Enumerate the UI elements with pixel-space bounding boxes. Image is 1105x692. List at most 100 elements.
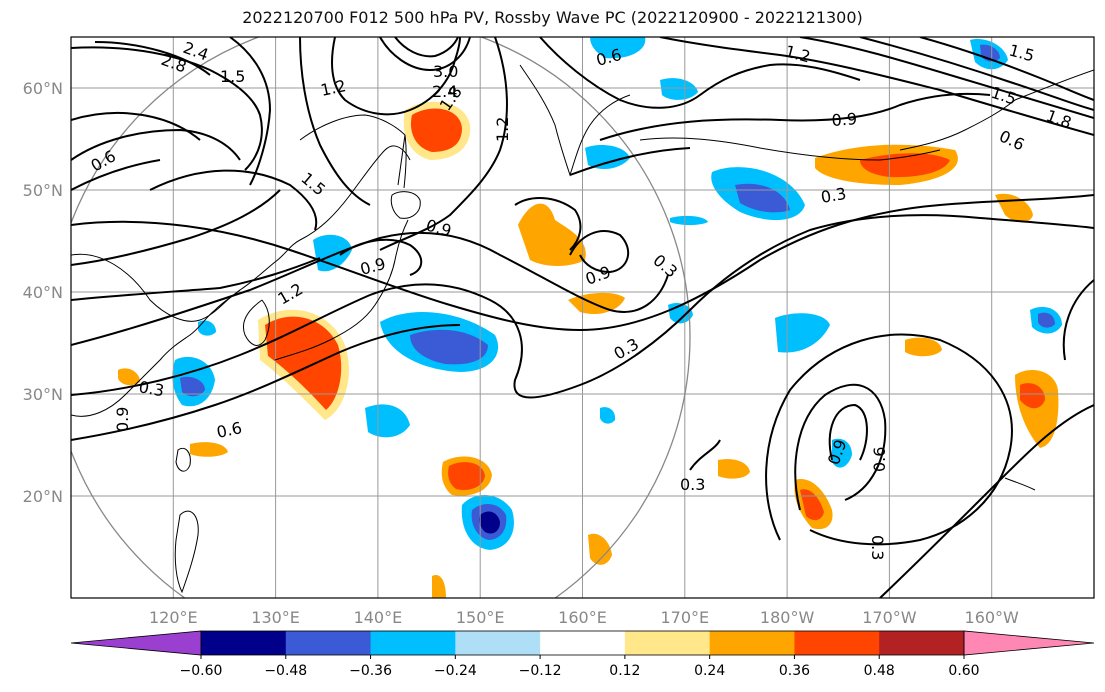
gridlines — [71, 37, 1094, 598]
pv-contour — [71, 159, 161, 191]
colorbar-extend-high — [963, 630, 1095, 656]
pv-contour — [331, 37, 461, 116]
colorbar-level-label: 0.12 — [609, 663, 640, 679]
pv-contour — [379, 37, 471, 72]
pv-contour — [339, 238, 423, 276]
coastlines — [71, 64, 1094, 594]
coastline-aleutians — [639, 137, 941, 161]
colorbar-frame — [200, 630, 965, 656]
contour-label: 0.3 — [680, 475, 705, 494]
coastline-taiwan — [175, 447, 191, 472]
coastline-philippines — [174, 510, 199, 594]
negative-anomaly — [313, 234, 352, 272]
map-frame — [70, 36, 1095, 599]
latitude-labels: 60°N 50°N 40°N 30°N 20°N — [23, 79, 63, 506]
coastline-alaska — [899, 69, 1094, 151]
negative-anomaly — [585, 145, 630, 170]
colorbar-level-label: −0.48 — [264, 663, 307, 679]
pv-contour — [299, 37, 371, 206]
contour-label: 1.5 — [1007, 41, 1037, 66]
coastline-hokkaido — [390, 191, 421, 219]
negative-anomaly — [775, 313, 830, 353]
pv-contour — [71, 324, 461, 441]
contour-label: 0.6 — [870, 447, 889, 472]
contour-label: 0.6 — [996, 126, 1027, 154]
pv-contour — [71, 128, 241, 161]
positive-anomaly — [1015, 370, 1059, 448]
lon-tick-label: 160°W — [965, 608, 1020, 627]
positive-anomaly — [800, 489, 824, 521]
positive-anomaly — [718, 459, 750, 479]
pv-contour — [689, 439, 721, 471]
contour-label: 1.2 — [319, 76, 348, 100]
lon-tick-label: 180°W — [760, 608, 815, 627]
lon-tick-label: 140°E — [354, 608, 403, 627]
negative-anomaly — [198, 320, 216, 336]
contour-label: 1.5 — [220, 67, 245, 86]
coastline-east-asia — [71, 145, 411, 322]
colorbar-segment — [201, 631, 287, 655]
pv-contour — [599, 92, 991, 141]
lon-tick-label: 170°E — [660, 608, 709, 627]
pv-contour — [71, 257, 321, 301]
positive-anomaly — [518, 203, 586, 266]
colorbar-level-label: −0.36 — [349, 663, 392, 679]
lat-tick-label: 50°N — [23, 181, 63, 200]
colorbar-level-label: 0.60 — [948, 663, 979, 679]
contour-label: 0.9 — [424, 216, 454, 241]
contour-label: 1.2 — [493, 117, 512, 142]
positive-anomaly — [1020, 383, 1045, 409]
contour-label: 0.3 — [868, 535, 887, 560]
contour-label: 1.5 — [989, 83, 1019, 109]
positive-anomaly — [905, 337, 942, 357]
coastline-china — [71, 289, 241, 417]
pv-contour — [149, 169, 318, 231]
lon-tick-label: 130°E — [251, 608, 300, 627]
contour-label: 0.9 — [358, 254, 388, 279]
negative-anomaly — [180, 376, 205, 397]
pv-contour — [879, 404, 1094, 598]
contour-label: 0.3 — [819, 184, 847, 207]
contour-label: 0.9 — [831, 109, 858, 130]
colorbar-segment — [624, 631, 711, 655]
pv-contour — [71, 46, 263, 171]
contour-label: 0.3 — [611, 334, 643, 363]
colorbar-level-label: 0.36 — [779, 663, 810, 679]
pv-contour — [394, 37, 459, 58]
pv-contour — [799, 37, 1094, 119]
negative-anomaly — [1038, 312, 1055, 328]
pv-contour — [514, 197, 582, 251]
contour-label: 1.2 — [275, 279, 307, 308]
colorbar-segment — [455, 631, 541, 655]
negative-anomaly — [735, 183, 790, 213]
negative-anomaly — [590, 37, 646, 59]
lat-tick-label: 20°N — [23, 487, 63, 506]
contour-label: 3.0 — [433, 62, 458, 81]
pv-contour — [71, 189, 281, 266]
negative-anomaly — [660, 78, 698, 100]
pv-contour — [859, 37, 1094, 111]
negative-anomaly — [832, 438, 852, 468]
lon-tick-label: 120°E — [149, 608, 198, 627]
pv-contour — [765, 333, 1013, 546]
colorbar-level-label: −0.12 — [519, 663, 562, 679]
pv-contour — [229, 37, 272, 186]
pv-contours — [71, 37, 1094, 598]
positive-anomaly — [265, 316, 342, 410]
coastline-japan — [274, 219, 409, 361]
colorbar-segment — [540, 631, 626, 655]
pv-contour — [71, 111, 201, 141]
negative-anomaly — [410, 329, 488, 365]
colorbar-level-label: −0.60 — [180, 663, 223, 679]
colorbar-extend-low — [70, 630, 202, 656]
pv-contour — [94, 41, 211, 76]
positive-anomaly — [448, 462, 485, 490]
positive-anomaly — [432, 574, 446, 598]
negative-anomaly — [600, 407, 616, 424]
domain-circle — [71, 37, 691, 598]
positive-anomaly — [190, 442, 228, 457]
lat-tick-label: 30°N — [23, 385, 63, 404]
contour-label: 0.3 — [137, 377, 165, 400]
colorbar-level-label: −0.24 — [434, 663, 477, 679]
positive-anomaly — [995, 193, 1033, 223]
